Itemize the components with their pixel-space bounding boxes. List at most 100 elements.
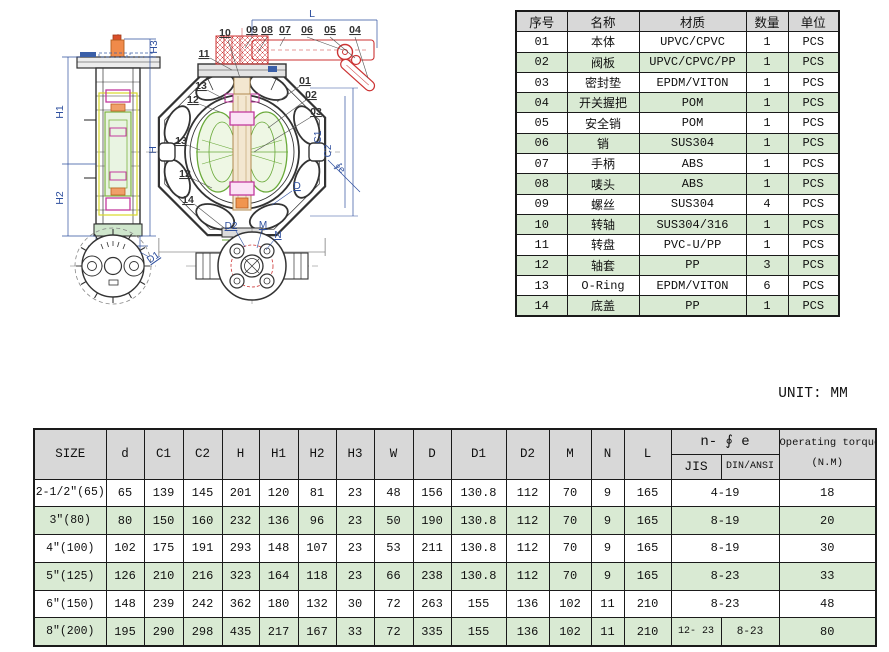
dim-cell: 435 [221, 617, 260, 647]
parts-cell: 04 [515, 92, 568, 114]
parts-row: 07 手柄 ABS 1 PCS [515, 153, 840, 175]
dim-cell: 11 [590, 617, 625, 647]
hole-cell: 8-19 [670, 506, 780, 536]
callout-13b: 13 [175, 135, 187, 147]
size-cell: 5"(125) [33, 561, 107, 591]
dims-row: 3"(80) 80 150 160 232 136 96 23 50 190 130.8 112 70 9… [33, 506, 877, 536]
dim-cell: 102 [548, 589, 592, 619]
parts-cell: PCS [787, 31, 840, 53]
parts-cell: 1 [745, 51, 789, 73]
size-cell: 8"(200) [33, 617, 107, 647]
parts-row: 06 销 SUS304 1 PCS [515, 132, 840, 155]
dim-cell: 102 [548, 617, 592, 647]
parts-cell: POM [638, 112, 747, 134]
dim-cell: 165 [623, 561, 672, 591]
dim-cell: 107 [297, 534, 337, 563]
dims-column-header: N [590, 428, 625, 480]
dim-label-l: L [309, 8, 315, 20]
callout-01: 01 [299, 75, 311, 87]
dim-cell: 232 [221, 506, 260, 536]
parts-cell: PCS [787, 51, 840, 73]
parts-cell: PCS [787, 92, 840, 114]
parts-cell: 转盘 [566, 234, 640, 256]
parts-cell: 1 [745, 295, 789, 317]
callout-12b: 12 [179, 168, 191, 180]
dim-cell: 126 [105, 561, 145, 591]
torque-cell: 80 [778, 617, 877, 647]
dim-cell: 165 [623, 478, 672, 508]
parts-cell: 1 [745, 31, 789, 53]
torque-header-title: Operating torque [779, 437, 876, 450]
dims-header-row-2: JIS DIN/ANSI [34, 453, 876, 480]
torque-cell: 30 [778, 534, 877, 563]
parts-cell: PCS [787, 254, 840, 276]
torque-cell: 18 [778, 478, 877, 508]
size-cell: 3"(80) [33, 506, 107, 536]
torque-cell: 33 [778, 561, 877, 591]
parts-table-head: 序号 名称 材质 数量 单位 [515, 10, 840, 33]
dim-label-h2: H2 [54, 191, 66, 205]
dim-cell: 136 [505, 617, 550, 647]
dim-cell: 362 [221, 589, 260, 619]
size-cell: 4"(100) [33, 534, 107, 563]
bottom-cap-part [93, 223, 143, 237]
parts-cell: PCS [787, 112, 840, 134]
dim-cell: 165 [623, 534, 672, 563]
dim-cell: 216 [182, 561, 223, 591]
parts-cell: 3 [745, 254, 789, 276]
dim-cell: 70 [548, 506, 592, 536]
parts-row: 05 安全销 POM 1 PCS [515, 112, 840, 134]
dim-cell: 238 [412, 561, 452, 591]
callout-08: 08 [261, 24, 273, 36]
dims-column-header: SIZE [33, 428, 107, 480]
callout-10: 10 [219, 27, 231, 39]
parts-row: 11 转盘 PVC-U/PP 1 PCS [515, 234, 840, 256]
dims-column-header: D1 [450, 428, 507, 480]
dim-cell: 242 [182, 589, 223, 619]
dims-column-header: d [105, 428, 145, 480]
torque-header: Operating torque (N.M) [778, 428, 877, 480]
dim-cell: 130.8 [450, 534, 507, 563]
parts-cell: 12 [515, 254, 568, 276]
dim-cell: 11 [590, 589, 625, 619]
parts-row: 10 转轴 SUS304/316 1 PCS [515, 213, 840, 236]
dims-row: 5"(125) 126 210 216 323 164 118 23 66 238 130.8 112… [33, 561, 877, 591]
dims-table-body: 2-1/2"(65) 65 139 145 201 120 81 23 48 156 130.8 11… [33, 478, 877, 647]
parts-cell: PP [638, 295, 747, 317]
parts-cell: 销 [566, 132, 640, 155]
dims-row: 6"(150) 148 239 242 362 180 132 30 72 263 155 136 10… [33, 589, 877, 619]
callout-13a: 13 [195, 80, 207, 92]
parts-cell: 11 [515, 234, 568, 256]
parts-cell: 10 [515, 213, 568, 236]
dims-column-header: H3 [335, 428, 375, 480]
dim-label-c2: C2 [323, 144, 334, 157]
dim-cell: 9 [590, 534, 625, 563]
din-ansi-header: DIN/ANSI [720, 453, 780, 480]
parts-cell: ABS [638, 153, 747, 175]
parts-cell: 1 [745, 132, 789, 155]
dim-cell: 9 [590, 506, 625, 536]
parts-cell: 唛头 [566, 173, 640, 195]
parts-cell: 4 [745, 193, 789, 215]
dim-cell: 180 [258, 589, 299, 619]
dim-cell: 210 [143, 561, 184, 591]
parts-cell: ABS [638, 173, 747, 195]
dim-cell: 23 [335, 561, 375, 591]
dim-cell: 118 [297, 561, 337, 591]
parts-cell: PCS [787, 153, 840, 175]
parts-row: 03 密封垫 EPDM/VITON 1 PCS [515, 71, 840, 94]
parts-column-header: 名称 [566, 10, 640, 33]
parts-table-body: 01 本体 UPVC/CPVC 1 PCS 02 阀板 UPVC/CPVC/PP 1 PCS 03 密… [515, 31, 840, 317]
dim-label-h1: H1 [54, 105, 66, 119]
dim-cell: 72 [373, 617, 414, 647]
dim-cell: 136 [505, 589, 550, 619]
front-view: L C1 C2 ∮e D [146, 8, 378, 258]
hole-cell: 8-19 [670, 534, 780, 563]
dim-cell: 298 [182, 617, 223, 647]
parts-cell: PP [638, 254, 747, 276]
dim-cell: 102 [105, 534, 145, 563]
callout-09: 09 [246, 24, 258, 36]
parts-row: 08 唛头 ABS 1 PCS [515, 173, 840, 195]
